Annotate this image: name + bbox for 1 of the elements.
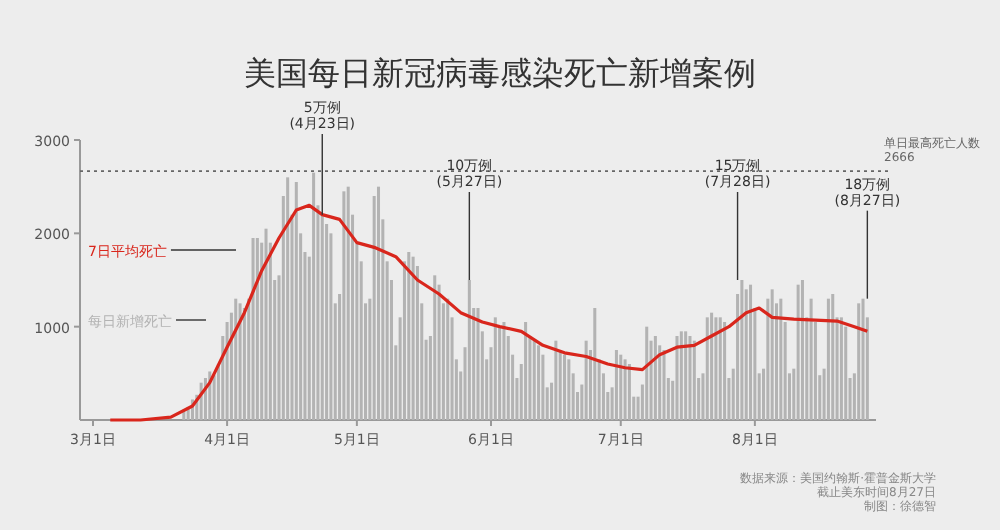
chart-title: 美国每日新冠病毒感染死亡新增案例 xyxy=(244,54,756,92)
